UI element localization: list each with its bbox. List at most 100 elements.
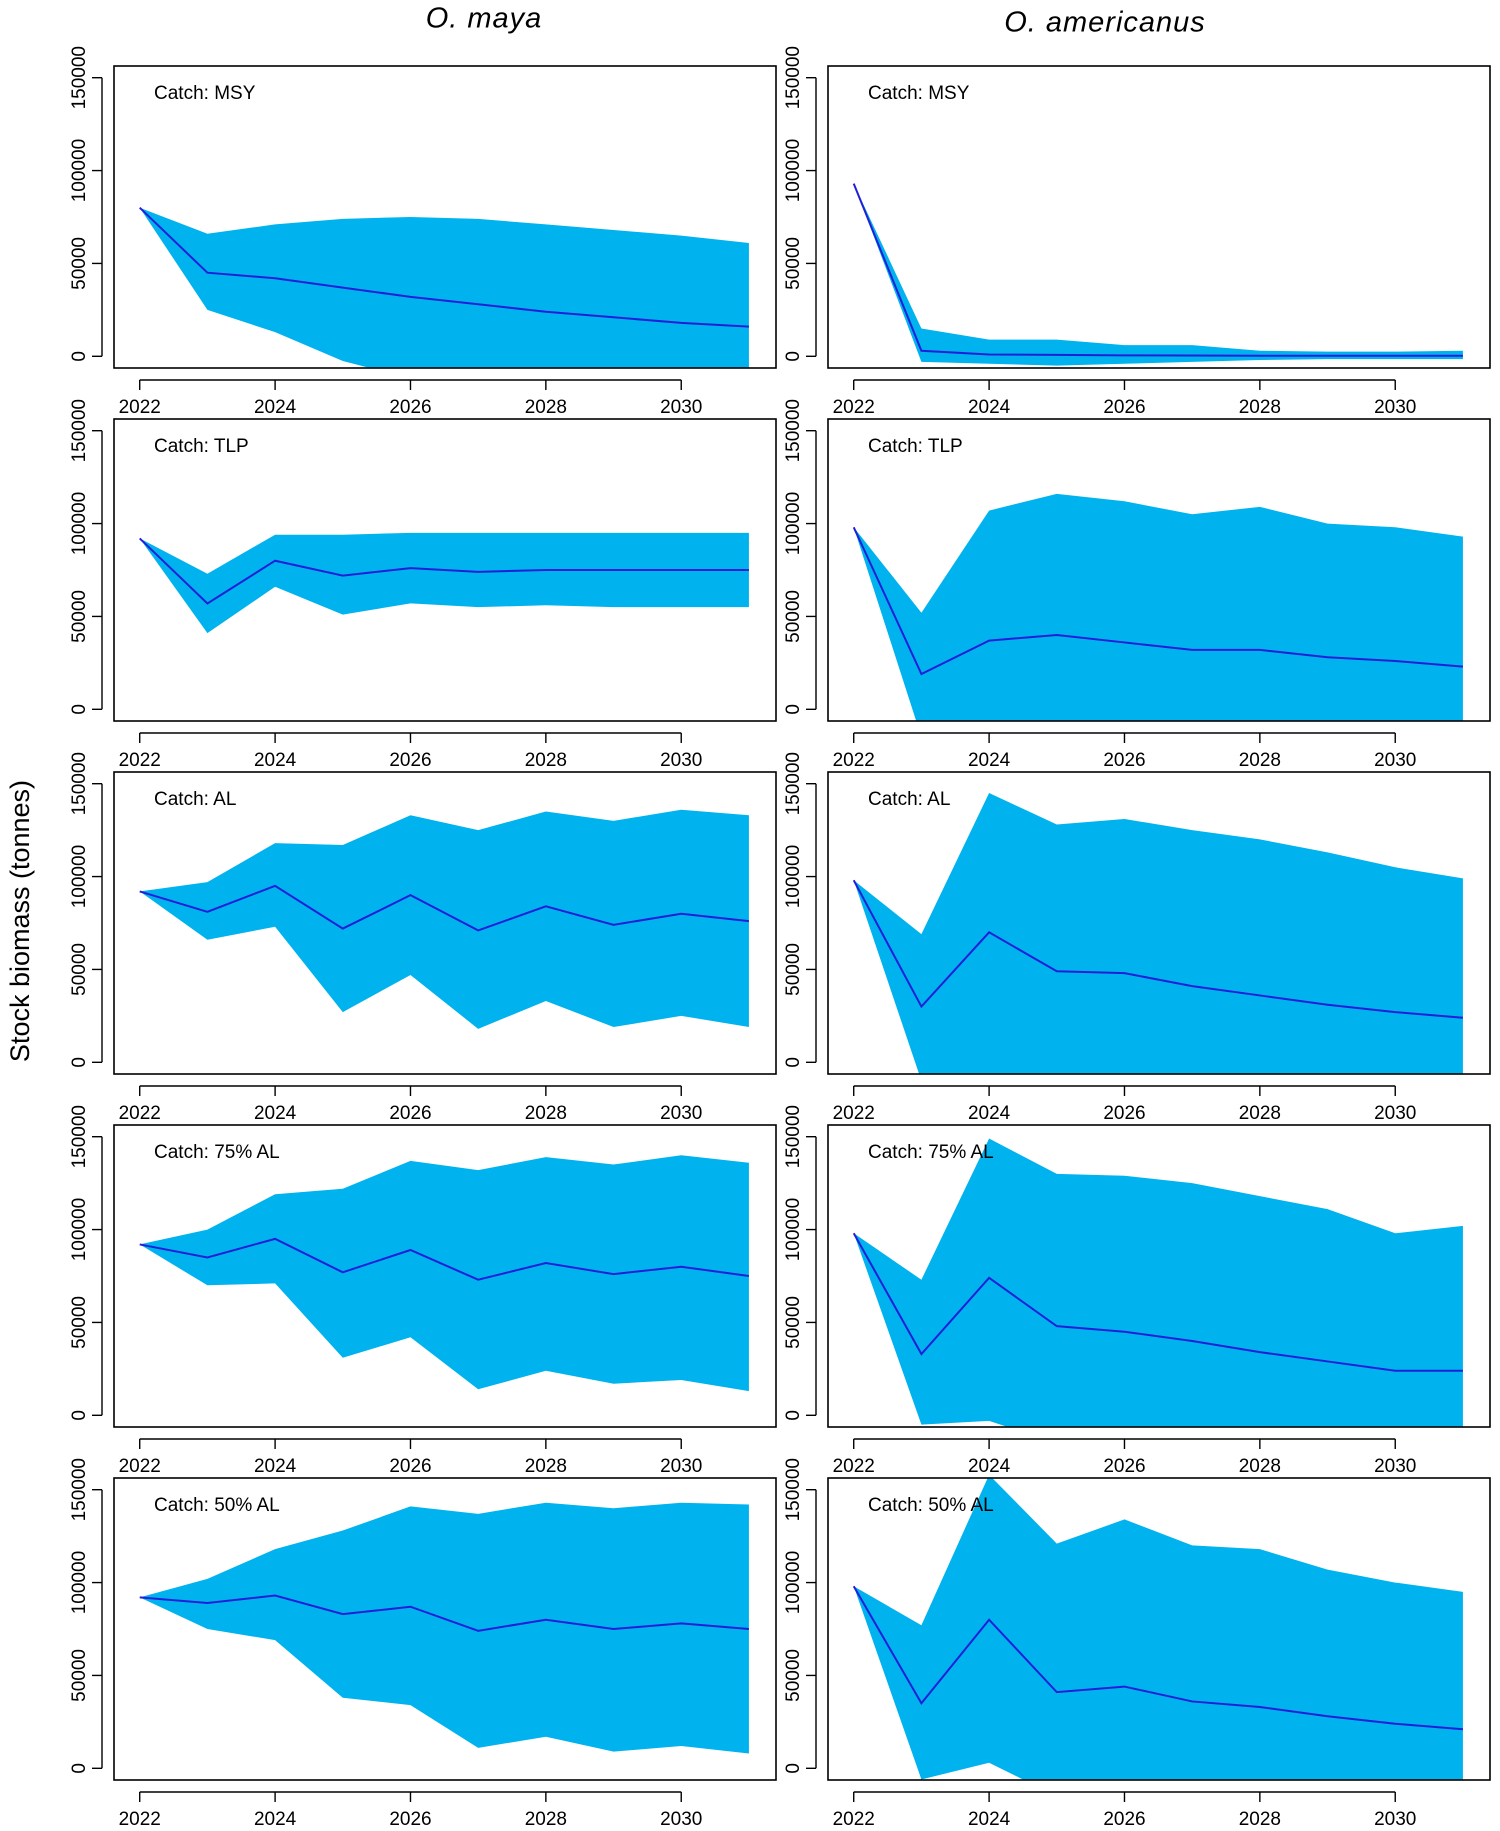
x-tick-label: 2028: [525, 1809, 567, 1830]
x-tick-label: 2030: [1374, 750, 1416, 771]
median-line: [139, 884, 750, 932]
panel: 0 50000 100000 150000 2022 2024 2026 2028 2030 Ca…: [783, 399, 1491, 771]
uncertainty-band: [853, 792, 1463, 1074]
y-tick-label: 100000: [69, 845, 90, 908]
uncertainty-band: [139, 207, 749, 368]
panel: 0 50000 100000 150000 2022 2024 2026 2028 2030 Ca…: [783, 752, 1491, 1124]
y-tick-label: 150000: [69, 399, 90, 462]
x-tick-label: 2030: [660, 1103, 702, 1124]
x-tick-label: 2030: [660, 750, 702, 771]
y-tick-label: 150000: [69, 1105, 90, 1168]
uncertainty-band: [853, 1138, 1463, 1427]
uncertainty-band: [139, 532, 749, 634]
uncertainty-band: [853, 1478, 1463, 1780]
x-tick-label: 2022: [833, 1809, 875, 1830]
x-tick-label: 2030: [1374, 1456, 1416, 1477]
x-tick-label: 2022: [833, 1456, 875, 1477]
x-tick-label: 2024: [968, 1456, 1011, 1477]
x-tick-label: 2022: [833, 750, 875, 771]
x-tick-label: 2030: [1374, 1809, 1416, 1830]
x-tick-label: 2026: [389, 750, 431, 771]
panel-annotation: Catch: TLP: [868, 436, 963, 457]
median-line: [852, 1585, 1464, 1731]
column-title: O. maya: [426, 3, 543, 35]
x-tick-label: 2024: [968, 750, 1011, 771]
plot-box: [113, 418, 777, 722]
panel: 0 50000 100000 150000 2022 2024 2026 2028 2030 Ca…: [69, 1105, 777, 1477]
x-tick-label: 2028: [525, 397, 567, 418]
x-tick-label: 2024: [968, 397, 1011, 418]
panel: 0 50000 100000 150000 2022 2024 2026 2028 2030 Ca…: [69, 1458, 777, 1830]
y-tick-label: 100000: [783, 139, 804, 202]
y-axis-label: Stock biomass (tonnes): [5, 780, 35, 1062]
x-tick-label: 2028: [1239, 750, 1281, 771]
median-line: [852, 526, 1464, 676]
y-tick-label: 150000: [69, 752, 90, 815]
panel: 0 50000 100000 150000 2022 2024 2026 2028 2030 Ca…: [69, 752, 777, 1124]
panel-annotation: Catch: 75% AL: [154, 1142, 280, 1163]
y-tick-label: 150000: [69, 46, 90, 109]
panel: 0 50000 100000 150000 2022 2024 2026 2028 2030 Ca…: [69, 46, 777, 418]
plot-box: [827, 65, 1491, 369]
x-tick-label: 2030: [1374, 1103, 1416, 1124]
x-tick-label: 2024: [254, 397, 297, 418]
y-tick-label: 50000: [69, 1296, 90, 1349]
y-tick-label: 100000: [69, 492, 90, 555]
y-tick-label: 50000: [69, 1649, 90, 1702]
x-tick-label: 2022: [119, 1456, 161, 1477]
y-tick-label: 0: [783, 351, 804, 362]
y-tick-label: 0: [69, 351, 90, 362]
panel-annotation: Catch: TLP: [154, 436, 249, 457]
x-tick-label: 2024: [254, 750, 297, 771]
x-tick-label: 2026: [389, 1809, 431, 1830]
x-tick-label: 2030: [660, 1456, 702, 1477]
y-tick-label: 100000: [69, 1551, 90, 1614]
x-tick-label: 2028: [1239, 1456, 1281, 1477]
x-tick-label: 2028: [525, 1456, 567, 1477]
y-tick-label: 100000: [783, 845, 804, 908]
y-tick-label: 0: [69, 1763, 90, 1774]
y-tick-label: 150000: [783, 1458, 804, 1521]
y-tick-label: 0: [69, 1410, 90, 1421]
median-line: [139, 537, 749, 605]
x-tick-label: 2030: [660, 1809, 702, 1830]
plot-box: [827, 418, 1491, 722]
x-tick-label: 2024: [968, 1809, 1011, 1830]
y-tick-label: 50000: [783, 590, 804, 643]
y-tick-label: 100000: [783, 1198, 804, 1261]
plot-box: [113, 65, 777, 369]
panel-annotation: Catch: 50% AL: [154, 1495, 280, 1516]
x-tick-label: 2030: [1374, 397, 1416, 418]
plot-box: [113, 1124, 777, 1428]
y-tick-label: 50000: [69, 590, 90, 643]
y-tick-label: 0: [783, 1763, 804, 1774]
uncertainty-band: [139, 1155, 749, 1392]
x-tick-label: 2028: [525, 750, 567, 771]
y-tick-label: 100000: [69, 139, 90, 202]
uncertainty-band: [853, 493, 1463, 721]
x-tick-label: 2026: [1103, 1103, 1145, 1124]
x-tick-label: 2028: [1239, 1103, 1281, 1124]
y-tick-label: 100000: [783, 492, 804, 555]
y-tick-label: 0: [783, 1057, 804, 1068]
y-tick-label: 0: [69, 704, 90, 715]
x-tick-label: 2026: [1103, 750, 1145, 771]
x-tick-label: 2022: [119, 397, 161, 418]
uncertainty-band: [139, 809, 749, 1029]
panel: 0 50000 100000 150000 2022 2024 2026 2028 2030 Ca…: [783, 1105, 1491, 1477]
y-tick-label: 100000: [783, 1551, 804, 1614]
x-tick-label: 2024: [254, 1103, 297, 1124]
y-tick-label: 150000: [783, 46, 804, 109]
x-tick-label: 2024: [254, 1809, 297, 1830]
panel: 0 50000 100000 150000 2022 2024 2026 2028 2030 Ca…: [783, 46, 1491, 418]
median-line: [139, 206, 749, 328]
panel-annotation: Catch: AL: [154, 789, 236, 810]
median-line: [139, 1237, 750, 1281]
y-tick-label: 150000: [783, 752, 804, 815]
plot-box: [113, 1477, 777, 1781]
y-tick-label: 150000: [783, 1105, 804, 1168]
x-tick-label: 2026: [1103, 397, 1145, 418]
panel-annotation: Catch: MSY: [868, 83, 970, 104]
y-tick-label: 0: [783, 1410, 804, 1421]
